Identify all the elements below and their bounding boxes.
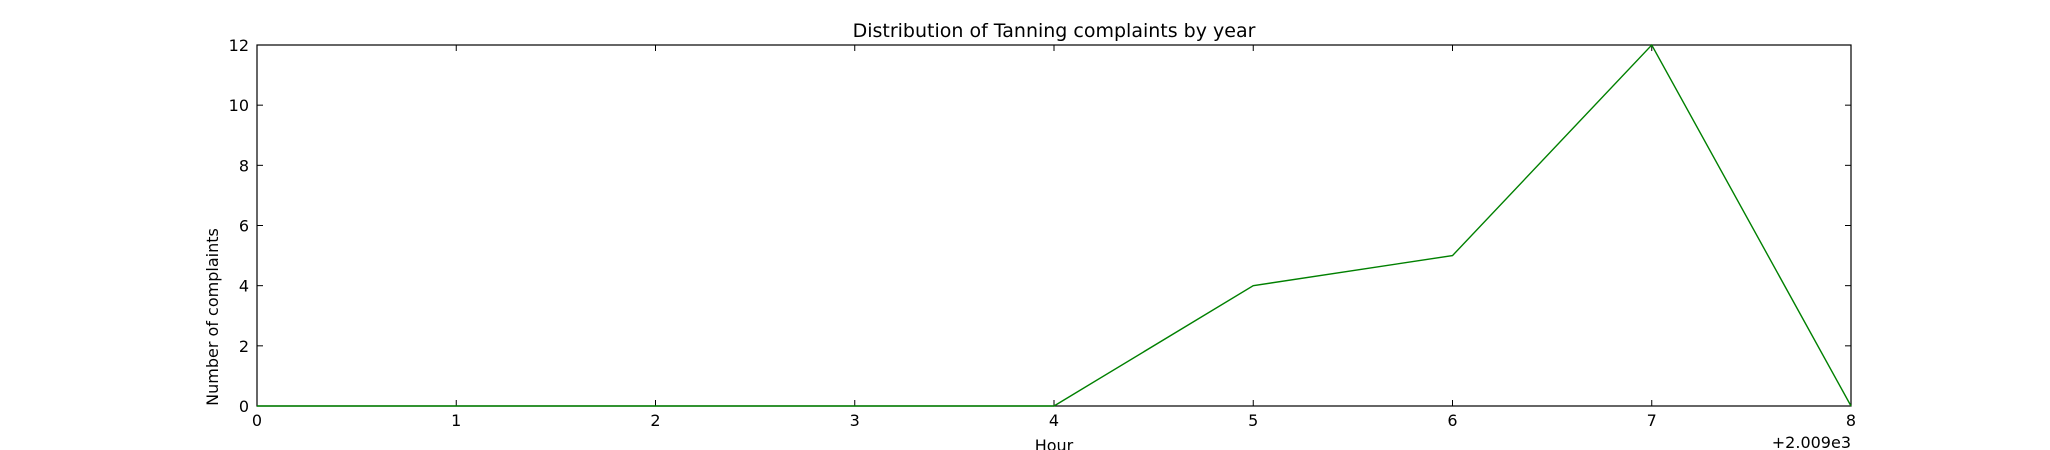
y-tick-label: 4 xyxy=(239,277,249,296)
x-tick-label: 4 xyxy=(1049,411,1059,430)
y-tick-label: 0 xyxy=(239,397,249,416)
x-tick-label: 7 xyxy=(1647,411,1657,430)
x-tick-label: 3 xyxy=(850,411,860,430)
x-tick-label: 2 xyxy=(650,411,660,430)
y-tick-label: 8 xyxy=(239,156,249,175)
y-tick-label: 6 xyxy=(239,217,249,236)
x-tick-label: 5 xyxy=(1248,411,1258,430)
x-tick-label: 1 xyxy=(451,411,461,430)
x-tick-label: 6 xyxy=(1447,411,1457,430)
chart-title: Distribution of Tanning complaints by ye… xyxy=(853,20,1256,42)
x-tick-label: 8 xyxy=(1846,411,1856,430)
y-tick-label: 10 xyxy=(229,96,249,115)
x-tick-label: 0 xyxy=(252,411,262,430)
y-tick-label: 2 xyxy=(239,337,249,356)
series-line xyxy=(257,43,1852,407)
y-tick-label: 12 xyxy=(229,36,249,55)
x-axis-label: Hour xyxy=(1035,436,1074,450)
y-axis-label: Number of complaints xyxy=(203,228,222,406)
axes-frame xyxy=(256,44,1852,407)
x-axis-offset-label: +2.009e3 xyxy=(1772,433,1851,450)
